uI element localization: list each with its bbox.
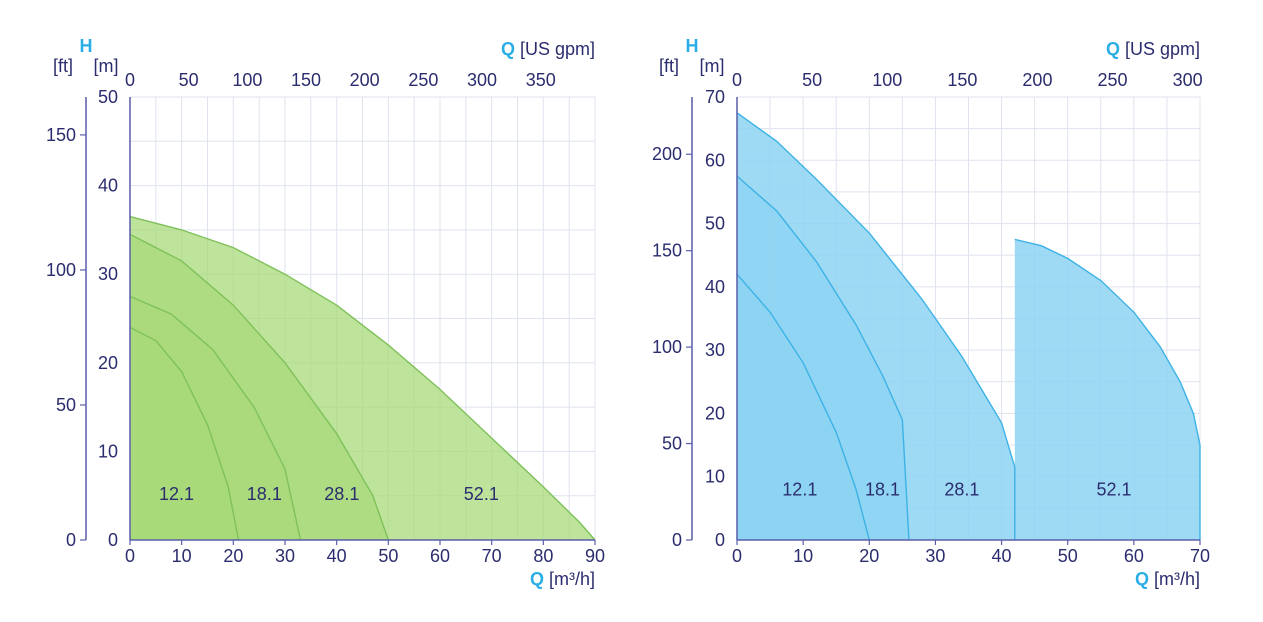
curve-line-18.1: [736, 175, 910, 541]
x-tick-label: 20: [223, 546, 243, 566]
chart-left: 12.1 18.1 28.1 52.1 0 10 20 30 40 50 60 70 80 90 0 10 20…: [46, 36, 605, 589]
x-top-tick-label: 100: [872, 70, 902, 90]
x-tick-label: 60: [1124, 546, 1144, 566]
x-tick-label: 80: [533, 546, 553, 566]
x-tick-label: 0: [732, 546, 742, 566]
series-label-18.1: 18.1: [865, 480, 900, 500]
x-top-tick-label: 300: [467, 70, 497, 90]
curve-line-28.1: [129, 233, 389, 541]
x-top-tick-label: 50: [802, 70, 822, 90]
x-top-axis-title: Q [US gpm]: [501, 39, 595, 59]
y-tick-label-ft: 0: [66, 530, 76, 550]
x-top-tick-label: 250: [1098, 70, 1128, 90]
x-top-tick-label: 350: [526, 70, 556, 90]
y-unit-ft: [ft]: [53, 56, 73, 76]
x-tick-label: 60: [430, 546, 450, 566]
x-tick-label: 70: [482, 546, 502, 566]
y-tick-label-m: 40: [705, 277, 725, 297]
x-top-tick-label: 50: [179, 70, 199, 90]
y-unit-m: [m]: [94, 56, 119, 76]
y-tick-label-m: 0: [715, 530, 725, 550]
y-tick-label-m: 50: [705, 214, 725, 234]
y-tick-label-ft: 0: [672, 530, 682, 550]
y-tick-label-m: 70: [705, 87, 725, 107]
curve-line-52.1: [129, 215, 596, 541]
y-tick-label-ft: 200: [652, 144, 682, 164]
x-tick-label: 90: [585, 546, 605, 566]
curve-line-28.1: [736, 112, 1016, 540]
chart-right: 12.1 18.1 28.1 52.1 0 10 20 30 40 50 60 70 0 10 20 30 40…: [652, 36, 1210, 589]
x-top-tick-label: 150: [291, 70, 321, 90]
x-top-tick-label: 0: [125, 70, 135, 90]
x-tick-label: 10: [793, 546, 813, 566]
y-tick-label-m: 10: [98, 441, 118, 461]
y-tick-label-ft: 100: [46, 260, 76, 280]
y-tick-label-m: 30: [98, 264, 118, 284]
x-top-tick-label: 0: [732, 70, 742, 90]
curve-line-52.1: [1014, 238, 1201, 540]
y-tick-label-m: 20: [98, 353, 118, 373]
x-top-tick-label: 150: [947, 70, 977, 90]
curve-line-12.1: [736, 273, 870, 541]
x-top-tick-label: 200: [1022, 70, 1052, 90]
x-tick-label: 30: [275, 546, 295, 566]
series-label-28.1: 28.1: [324, 484, 359, 504]
y-tick-label-ft: 100: [652, 337, 682, 357]
x-tick-label: 50: [1058, 546, 1078, 566]
curve-line-12.1: [129, 326, 240, 541]
y-tick-label-m: 60: [705, 150, 725, 170]
series-label-12.1: 12.1: [782, 480, 817, 500]
x-top-tick-label: 200: [350, 70, 380, 90]
y-tick-label-m: 50: [98, 87, 118, 107]
x-bottom-axis-title: Q [m³/h]: [1135, 569, 1200, 589]
x-tick-label: 20: [859, 546, 879, 566]
series-label-52.1: 52.1: [1096, 480, 1131, 500]
x-tick-label: 50: [378, 546, 398, 566]
x-top-tick-label: 250: [408, 70, 438, 90]
x-tick-label: 40: [327, 546, 347, 566]
series-label-52.1: 52.1: [464, 484, 499, 504]
x-tick-label: 0: [125, 546, 135, 566]
x-tick-label: 40: [992, 546, 1012, 566]
y-tick-label-m: 0: [108, 530, 118, 550]
x-tick-label: 30: [925, 546, 945, 566]
y-axis-title: H: [686, 36, 699, 56]
y-tick-label-m: 30: [705, 340, 725, 360]
curve-area-52.1: [1014, 239, 1200, 540]
x-top-axis-title: Q [US gpm]: [1106, 39, 1200, 59]
y-unit-ft: [ft]: [659, 56, 679, 76]
y-tick-label-ft: 150: [652, 241, 682, 261]
y-tick-label-ft: 50: [662, 434, 682, 454]
y-tick-label-m: 40: [98, 176, 118, 196]
x-top-tick-label: 300: [1173, 70, 1203, 90]
y-tick-label-m: 20: [705, 403, 725, 423]
x-bottom-axis-title: Q [m³/h]: [530, 569, 595, 589]
y-unit-m: [m]: [700, 56, 725, 76]
curve-area-12.1: [737, 274, 870, 540]
y-tick-label-m: 10: [705, 467, 725, 487]
curve-line-18.1: [129, 295, 302, 541]
x-tick-label: 10: [172, 546, 192, 566]
x-top-tick-label: 100: [232, 70, 262, 90]
y-tick-label-ft: 150: [46, 125, 76, 145]
series-label-28.1: 28.1: [944, 480, 979, 500]
series-label-12.1: 12.1: [159, 484, 194, 504]
y-axis-title: H: [80, 36, 93, 56]
y-tick-label-ft: 50: [56, 395, 76, 415]
x-tick-label: 70: [1190, 546, 1210, 566]
curve-area-12.1: [130, 327, 239, 540]
series-label-18.1: 18.1: [247, 484, 282, 504]
